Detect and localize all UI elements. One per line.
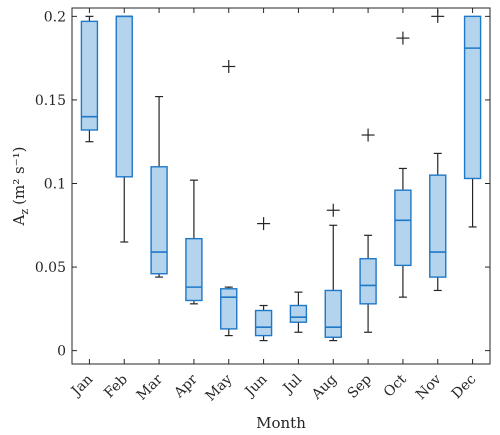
y-tick-label: 0.05 — [35, 260, 66, 276]
x-tick-label: May — [203, 371, 236, 404]
outlier-marker — [431, 9, 445, 23]
box-jun — [254, 217, 273, 342]
x-tick-label: Apr — [171, 371, 201, 401]
x-tick-label: Jun — [241, 372, 270, 401]
x-axis-title: Month — [256, 414, 306, 432]
outlier-marker — [396, 31, 410, 45]
x-tick-label: Feb — [101, 371, 131, 401]
x-tick-label: Nov — [413, 371, 445, 403]
box-iqr — [429, 174, 447, 278]
outlier-marker — [257, 217, 271, 231]
box-iqr — [359, 258, 377, 305]
box-jul — [289, 291, 308, 333]
outlier-marker — [361, 128, 375, 142]
box-iqr — [185, 237, 203, 302]
x-tick-label: Dec — [449, 371, 480, 402]
box-iqr — [115, 15, 133, 178]
outlier-marker — [222, 59, 236, 73]
y-axis-title: Az (m² s⁻¹) — [10, 147, 31, 227]
box-series — [80, 9, 482, 342]
box-iqr — [220, 288, 238, 330]
box-aug — [324, 203, 342, 342]
box-iqr — [463, 15, 482, 180]
y-tick-label: 0.2 — [44, 9, 66, 25]
box-nov — [429, 9, 447, 292]
box-may — [220, 59, 238, 337]
box-iqr — [394, 189, 412, 267]
y-tick-label: 0.15 — [35, 93, 66, 109]
box-dec — [463, 15, 482, 228]
x-tick-label: Mar — [134, 371, 166, 403]
x-tick-label: Aug — [308, 371, 340, 403]
box-apr — [185, 179, 203, 305]
box-iqr — [324, 289, 342, 338]
y-tick-label: 0 — [57, 344, 66, 360]
x-tick-label: Sep — [345, 371, 375, 401]
box-sep — [359, 128, 377, 333]
y-axis-title-subscript: z — [18, 209, 31, 215]
y-axis: 0 0.05 0.1 0.15 0.2 — [35, 9, 490, 360]
y-tick-label: 0.1 — [44, 176, 66, 192]
box-oct — [394, 31, 412, 298]
box-iqr — [150, 166, 168, 275]
box-iqr — [254, 309, 273, 337]
box-iqr — [289, 304, 308, 323]
box-feb — [115, 15, 133, 243]
y-axis-title-symbol: A — [10, 214, 28, 226]
x-tick-label: Oct — [381, 371, 410, 400]
box-jan — [80, 15, 99, 143]
outlier-marker — [326, 203, 340, 217]
x-tick-label: Jan — [67, 372, 96, 401]
plot-frame — [71, 7, 491, 365]
box-iqr — [80, 20, 99, 131]
y-axis-title-unit: (m² s⁻¹) — [10, 147, 28, 205]
box-mar — [150, 95, 168, 278]
x-tick-label: Jul — [279, 371, 306, 398]
